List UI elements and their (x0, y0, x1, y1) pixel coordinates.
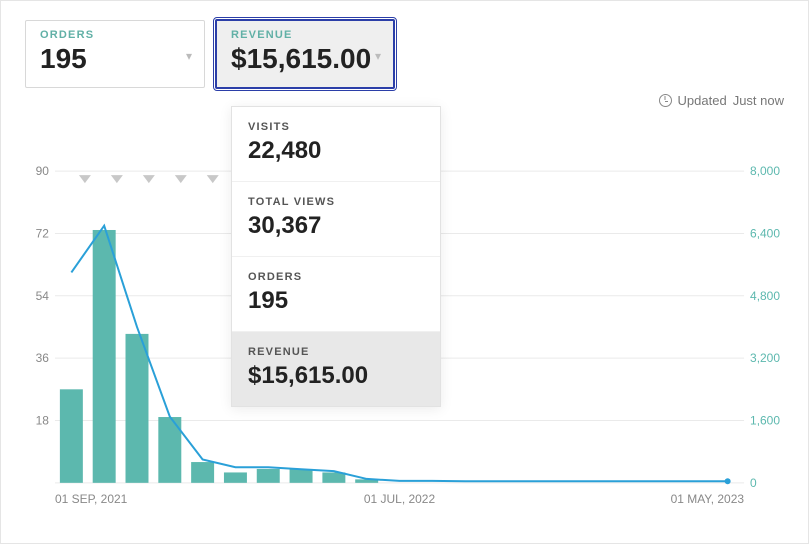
dropdown-item-orders[interactable]: ORDERS 195 (232, 257, 440, 332)
svg-text:72: 72 (36, 226, 50, 240)
dropdown-label: ORDERS (248, 271, 424, 283)
dropdown-value: 22,480 (248, 137, 424, 165)
svg-text:01 JUL, 2022: 01 JUL, 2022 (364, 492, 436, 506)
svg-text:6,400: 6,400 (750, 226, 780, 240)
svg-text:01 MAY, 2023: 01 MAY, 2023 (671, 492, 745, 506)
dropdown-value: $15,615.00 (248, 362, 424, 390)
orders-card-value: 195 (40, 43, 190, 75)
dropdown-item-visits[interactable]: VISITS 22,480 (232, 107, 440, 182)
summary-cards-row: ORDERS 195 ▾ REVENUE $15,615.00 ▾ (1, 1, 808, 99)
dropdown-label: TOTAL VIEWS (248, 196, 424, 208)
svg-text:4,800: 4,800 (750, 289, 780, 303)
svg-text:8,000: 8,000 (750, 164, 780, 178)
updated-when: Just now (733, 93, 784, 108)
dropdown-value: 195 (248, 287, 424, 315)
dropdown-item-total-views[interactable]: TOTAL VIEWS 30,367 (232, 182, 440, 257)
orders-card-label: ORDERS (40, 29, 190, 41)
svg-text:01 SEP, 2021: 01 SEP, 2021 (55, 492, 128, 506)
svg-text:54: 54 (36, 289, 50, 303)
dropdown-label: VISITS (248, 121, 424, 133)
svg-text:90: 90 (36, 164, 50, 178)
svg-text:18: 18 (36, 413, 50, 427)
svg-text:36: 36 (36, 351, 50, 365)
clock-icon (659, 94, 672, 107)
svg-text:0: 0 (750, 476, 757, 490)
svg-text:3,200: 3,200 (750, 351, 780, 365)
updated-prefix: Updated (678, 93, 727, 108)
dropdown-item-revenue[interactable]: REVENUE $15,615.00 (232, 332, 440, 406)
revenue-card-label: REVENUE (231, 29, 379, 41)
revenue-card-value: $15,615.00 (231, 43, 379, 75)
revenue-card[interactable]: REVENUE $15,615.00 ▾ (215, 19, 395, 89)
dropdown-label: REVENUE (248, 346, 424, 358)
orders-card[interactable]: ORDERS 195 ▾ (25, 20, 205, 88)
svg-text:1,600: 1,600 (750, 413, 780, 427)
updated-indicator: Updated Just now (659, 93, 784, 108)
analytics-panel: ORDERS 195 ▾ REVENUE $15,615.00 ▾ Update… (0, 0, 809, 544)
chevron-down-icon: ▾ (375, 49, 381, 63)
chevron-down-icon: ▾ (186, 49, 192, 63)
dropdown-value: 30,367 (248, 212, 424, 240)
metric-dropdown: VISITS 22,480 TOTAL VIEWS 30,367 ORDERS … (231, 106, 441, 407)
